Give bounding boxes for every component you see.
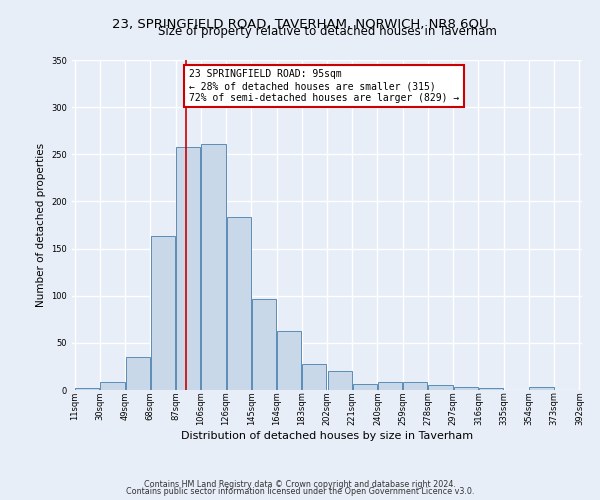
- Bar: [353, 384, 377, 390]
- Bar: [302, 364, 326, 390]
- Text: Contains HM Land Registry data © Crown copyright and database right 2024.: Contains HM Land Registry data © Crown c…: [144, 480, 456, 489]
- Y-axis label: Number of detached properties: Number of detached properties: [36, 143, 46, 307]
- Bar: [227, 216, 251, 390]
- Bar: [176, 146, 200, 390]
- Text: Contains public sector information licensed under the Open Government Licence v3: Contains public sector information licen…: [126, 487, 474, 496]
- Bar: [125, 357, 150, 390]
- Bar: [202, 144, 226, 390]
- Text: 23, SPRINGFIELD ROAD, TAVERHAM, NORWICH, NR8 6QU: 23, SPRINGFIELD ROAD, TAVERHAM, NORWICH,…: [112, 18, 488, 30]
- Title: Size of property relative to detached houses in Taverham: Size of property relative to detached ho…: [158, 25, 496, 38]
- Bar: [529, 387, 554, 390]
- Bar: [252, 300, 276, 390]
- Bar: [100, 382, 125, 390]
- Bar: [151, 236, 175, 390]
- Text: 23 SPRINGFIELD ROAD: 95sqm
← 28% of detached houses are smaller (315)
72% of sem: 23 SPRINGFIELD ROAD: 95sqm ← 28% of deta…: [189, 70, 459, 102]
- Bar: [479, 388, 503, 390]
- Bar: [75, 388, 100, 390]
- Bar: [277, 330, 301, 390]
- Bar: [428, 386, 452, 390]
- Bar: [328, 371, 352, 390]
- Bar: [378, 382, 402, 390]
- Bar: [403, 382, 427, 390]
- Bar: [454, 387, 478, 390]
- X-axis label: Distribution of detached houses by size in Taverham: Distribution of detached houses by size …: [181, 431, 473, 441]
